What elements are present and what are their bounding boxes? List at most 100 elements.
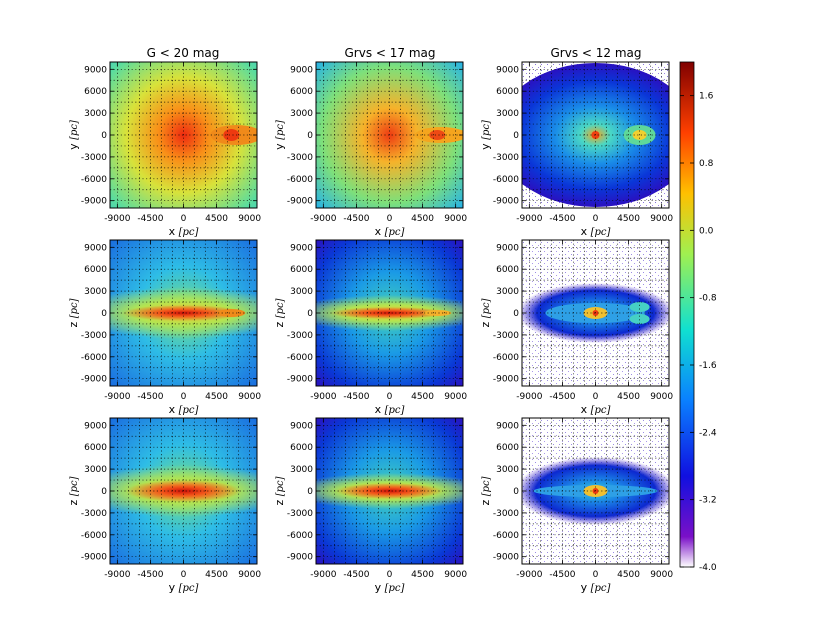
x-tick-label: -4500 xyxy=(549,392,575,402)
y-tick-label: -6000 xyxy=(493,531,519,541)
y-tick-label: -6000 xyxy=(493,175,519,185)
y-tick-label: -9000 xyxy=(287,375,313,385)
grid xyxy=(316,418,463,564)
y-tick-label: -3000 xyxy=(81,509,107,519)
y-tick-label: 0 xyxy=(513,487,519,497)
y-tick-label: 0 xyxy=(513,131,519,141)
y-tick-label: 0 xyxy=(101,131,107,141)
y-tick-label: -3000 xyxy=(493,509,519,519)
y-tick-label: 6000 xyxy=(84,443,107,453)
panel-r3-c2: -9000 -4500 0 4500 9000 9000 6000 3000 0 -3000 -60… xyxy=(273,417,467,594)
panel-r3-c1: -9000 -4500 0 4500 9000 9000 6000 3000 0 -3000 -60… xyxy=(67,417,261,594)
column-title-3: Grvs < 12 mag xyxy=(550,46,641,60)
x-axis-label: y [pc] xyxy=(581,581,611,594)
y-tick-label: -9000 xyxy=(81,197,107,207)
grid xyxy=(316,62,463,208)
x-tick-label: 0 xyxy=(181,570,187,580)
x-tick-label: -9000 xyxy=(516,570,542,580)
y-tick-label: -3000 xyxy=(81,331,107,341)
x-tick-label: -9000 xyxy=(310,570,336,580)
y-tick-label: -3000 xyxy=(287,331,313,341)
x-axis-label: y [pc] xyxy=(169,581,199,594)
y-axis-label: y [pc] xyxy=(67,120,80,150)
y-tick-label: 9000 xyxy=(290,65,313,75)
y-tick-label: 9000 xyxy=(290,243,313,253)
y-tick-label: -6000 xyxy=(287,531,313,541)
panel-r2-c2: -9000 -4500 0 4500 9000 9000 6000 3000 0 -3000 -60… xyxy=(273,239,467,416)
y-tick-label: 3000 xyxy=(84,109,107,119)
y-tick-label: 6000 xyxy=(84,265,107,275)
x-tick-label: 0 xyxy=(387,392,393,402)
x-tick-label: -4500 xyxy=(549,214,575,224)
colorbar-tick-label: -1.6 xyxy=(699,361,717,371)
y-tick-label: 9000 xyxy=(496,421,519,431)
colorbar-tick-label: -4.0 xyxy=(699,563,717,573)
x-tick-label: -9000 xyxy=(516,214,542,224)
x-tick-label: 4500 xyxy=(411,570,434,580)
y-tick-label: 9000 xyxy=(496,65,519,75)
x-axis-label: x [pc] xyxy=(581,225,611,238)
grid xyxy=(522,240,669,386)
x-tick-label: 0 xyxy=(387,570,393,580)
y-tick-label: -3000 xyxy=(287,509,313,519)
y-tick-label: 3000 xyxy=(496,287,519,297)
x-axis-label: x [pc] xyxy=(375,225,405,238)
y-tick-label: -9000 xyxy=(287,553,313,563)
y-tick-label: -9000 xyxy=(493,375,519,385)
y-tick-label: 9000 xyxy=(84,243,107,253)
y-tick-label: 0 xyxy=(307,131,313,141)
colorbar-tick-label: 0.0 xyxy=(699,226,714,236)
y-axis-label: z [pc] xyxy=(67,298,80,327)
x-tick-label: -4500 xyxy=(137,214,163,224)
y-tick-label: 3000 xyxy=(290,287,313,297)
grid xyxy=(522,418,669,564)
x-tick-label: -9000 xyxy=(516,392,542,402)
colorbar-gradient xyxy=(679,61,695,568)
y-axis-label: z [pc] xyxy=(479,476,492,505)
x-axis-label: x [pc] xyxy=(169,403,199,416)
grid xyxy=(110,62,257,208)
y-tick-label: 0 xyxy=(101,487,107,497)
y-tick-label: -3000 xyxy=(493,153,519,163)
y-tick-label: 6000 xyxy=(496,265,519,275)
y-axis-label: z [pc] xyxy=(273,476,286,505)
x-tick-label: 0 xyxy=(593,392,599,402)
y-axis-label: z [pc] xyxy=(273,298,286,327)
colorbar-tick-label: -0.8 xyxy=(699,294,717,304)
y-tick-label: 0 xyxy=(101,309,107,319)
x-tick-label: -4500 xyxy=(137,392,163,402)
y-tick-label: 3000 xyxy=(496,465,519,475)
panel-r1-c2: -9000 -4500 0 4500 9000 9000 6000 3000 0 -3000 -60… xyxy=(273,61,467,238)
panel-r3-c3: -9000 -4500 0 4500 9000 9000 6000 3000 0 -3000 -60… xyxy=(479,417,673,594)
colorbar-tick-label: 1.6 xyxy=(699,92,714,102)
x-tick-label: -4500 xyxy=(137,570,163,580)
x-tick-label: 9000 xyxy=(238,392,261,402)
x-tick-label: 9000 xyxy=(650,214,673,224)
y-tick-label: 3000 xyxy=(84,287,107,297)
y-axis-label: z [pc] xyxy=(67,476,80,505)
x-tick-label: -4500 xyxy=(343,392,369,402)
y-tick-label: 9000 xyxy=(84,421,107,431)
x-tick-label: 0 xyxy=(593,214,599,224)
x-tick-label: 9000 xyxy=(650,392,673,402)
y-tick-label: 6000 xyxy=(290,443,313,453)
x-tick-label: 4500 xyxy=(617,392,640,402)
x-axis-label: y [pc] xyxy=(375,581,405,594)
x-tick-label: 0 xyxy=(181,392,187,402)
x-tick-label: 0 xyxy=(387,214,393,224)
y-tick-label: -3000 xyxy=(287,153,313,163)
y-axis-label: z [pc] xyxy=(479,298,492,327)
y-tick-label: -9000 xyxy=(81,375,107,385)
y-tick-label: 0 xyxy=(307,309,313,319)
y-tick-label: 3000 xyxy=(496,109,519,119)
y-tick-label: -6000 xyxy=(287,175,313,185)
column-title-2: Grvs < 17 mag xyxy=(344,46,435,60)
colorbar-tick-label: 0.8 xyxy=(699,159,714,169)
y-tick-label: 9000 xyxy=(290,421,313,431)
y-tick-label: 9000 xyxy=(496,243,519,253)
x-tick-label: 4500 xyxy=(617,570,640,580)
colorbar-tick-label: -2.4 xyxy=(699,428,717,438)
column-title-1: G < 20 mag xyxy=(147,46,220,60)
x-tick-label: 4500 xyxy=(205,392,228,402)
